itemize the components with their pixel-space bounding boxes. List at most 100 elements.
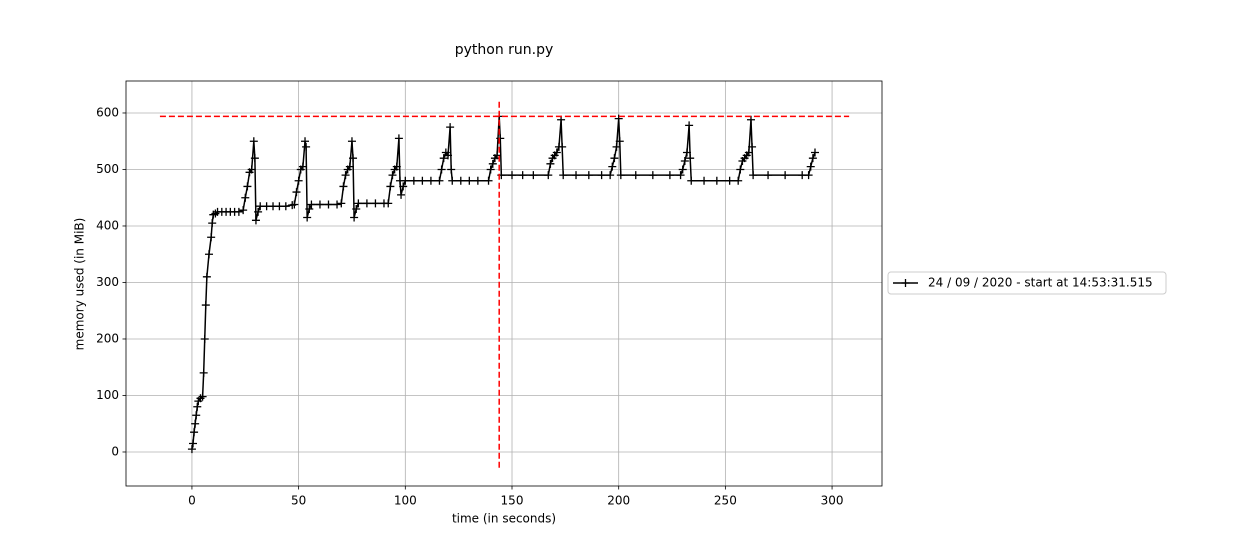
point-marker (198, 392, 207, 401)
point-marker (333, 200, 342, 209)
point-marker (292, 188, 301, 197)
point-marker (518, 171, 527, 180)
legend-box (887, 271, 1167, 295)
point-marker (446, 123, 455, 132)
point-marker (294, 176, 303, 185)
point-marker (192, 411, 201, 420)
point-marker (736, 165, 745, 174)
point-marker (298, 162, 307, 171)
legend-marker (901, 279, 910, 287)
point-marker (303, 213, 312, 222)
point-marker (606, 171, 615, 180)
point-marker (559, 171, 568, 180)
point-marker (810, 148, 819, 157)
x-tick-label: 0 (188, 494, 196, 508)
point-marker (572, 171, 581, 180)
point-marker (239, 206, 248, 215)
point-marker (744, 148, 753, 157)
point-marker (748, 142, 757, 151)
point-marker (608, 162, 617, 171)
point-marker (251, 216, 260, 225)
point-marker (508, 171, 517, 180)
point-marker (749, 171, 758, 180)
point-marker (324, 200, 333, 209)
point-marker (734, 176, 743, 185)
point-marker (558, 142, 567, 151)
point-marker (806, 162, 815, 171)
point-marker (746, 115, 755, 124)
point-marker (247, 165, 256, 174)
point-marker (584, 171, 593, 180)
point-marker (199, 368, 208, 377)
point-marker (648, 171, 657, 180)
point-marker (200, 334, 209, 343)
point-marker (394, 134, 403, 143)
point-marker (418, 176, 427, 185)
point-marker (426, 176, 435, 185)
point-marker (612, 142, 621, 151)
point-marker (712, 176, 721, 185)
y-tick-label: 300 (96, 275, 119, 289)
point-marker (484, 176, 493, 185)
point-marker (241, 193, 250, 202)
point-marker (676, 171, 685, 180)
point-marker (448, 176, 457, 185)
point-marker (337, 199, 346, 208)
x-tick-label: 150 (501, 494, 524, 508)
point-marker (488, 159, 497, 168)
point-marker (686, 154, 695, 163)
point-marker (678, 165, 687, 174)
point-marker (465, 176, 474, 185)
point-marker (552, 148, 561, 157)
point-marker (191, 419, 200, 428)
point-marker (473, 176, 482, 185)
point-marker (435, 176, 444, 185)
point-marker (254, 207, 263, 216)
x-tick-label: 250 (714, 494, 737, 508)
point-marker (250, 154, 259, 163)
point-marker (305, 205, 314, 214)
point-marker (614, 114, 623, 123)
point-marker (339, 182, 348, 191)
point-marker (207, 233, 216, 242)
legend-label: 24 / 09 / 2020 - start at 14:53:31.515 (928, 276, 1153, 290)
point-marker (301, 137, 310, 146)
point-marker (388, 171, 397, 180)
point-marker (352, 205, 361, 214)
memory-line (191, 116, 816, 450)
point-marker (193, 402, 202, 411)
point-marker (190, 428, 199, 437)
point-marker (781, 171, 790, 180)
point-marker (496, 134, 505, 143)
point-marker (350, 213, 359, 222)
point-marker (437, 165, 446, 174)
point-marker (208, 219, 217, 228)
x-tick-label: 200 (607, 494, 630, 508)
point-marker (347, 137, 356, 146)
point-marker (392, 162, 401, 171)
point-marker (399, 182, 408, 191)
point-marker (281, 202, 290, 211)
point-marker (685, 121, 694, 130)
point-marker (302, 142, 311, 151)
point-marker (443, 151, 452, 160)
point-marker (597, 171, 606, 180)
point-marker (529, 171, 538, 180)
point-marker (187, 445, 196, 454)
point-marker (202, 272, 211, 281)
point-marker (546, 159, 555, 168)
chart-title: python run.py (455, 42, 554, 58)
point-marker (486, 165, 495, 174)
point-marker (401, 176, 410, 185)
point-marker (493, 151, 502, 160)
point-marker (315, 200, 324, 209)
point-marker (610, 154, 619, 163)
point-marker (384, 199, 393, 208)
point-marker (205, 250, 214, 259)
point-marker (615, 137, 624, 146)
point-marker (631, 171, 640, 180)
point-marker (439, 154, 448, 163)
plot-frame (125, 80, 883, 487)
point-marker (409, 176, 418, 185)
